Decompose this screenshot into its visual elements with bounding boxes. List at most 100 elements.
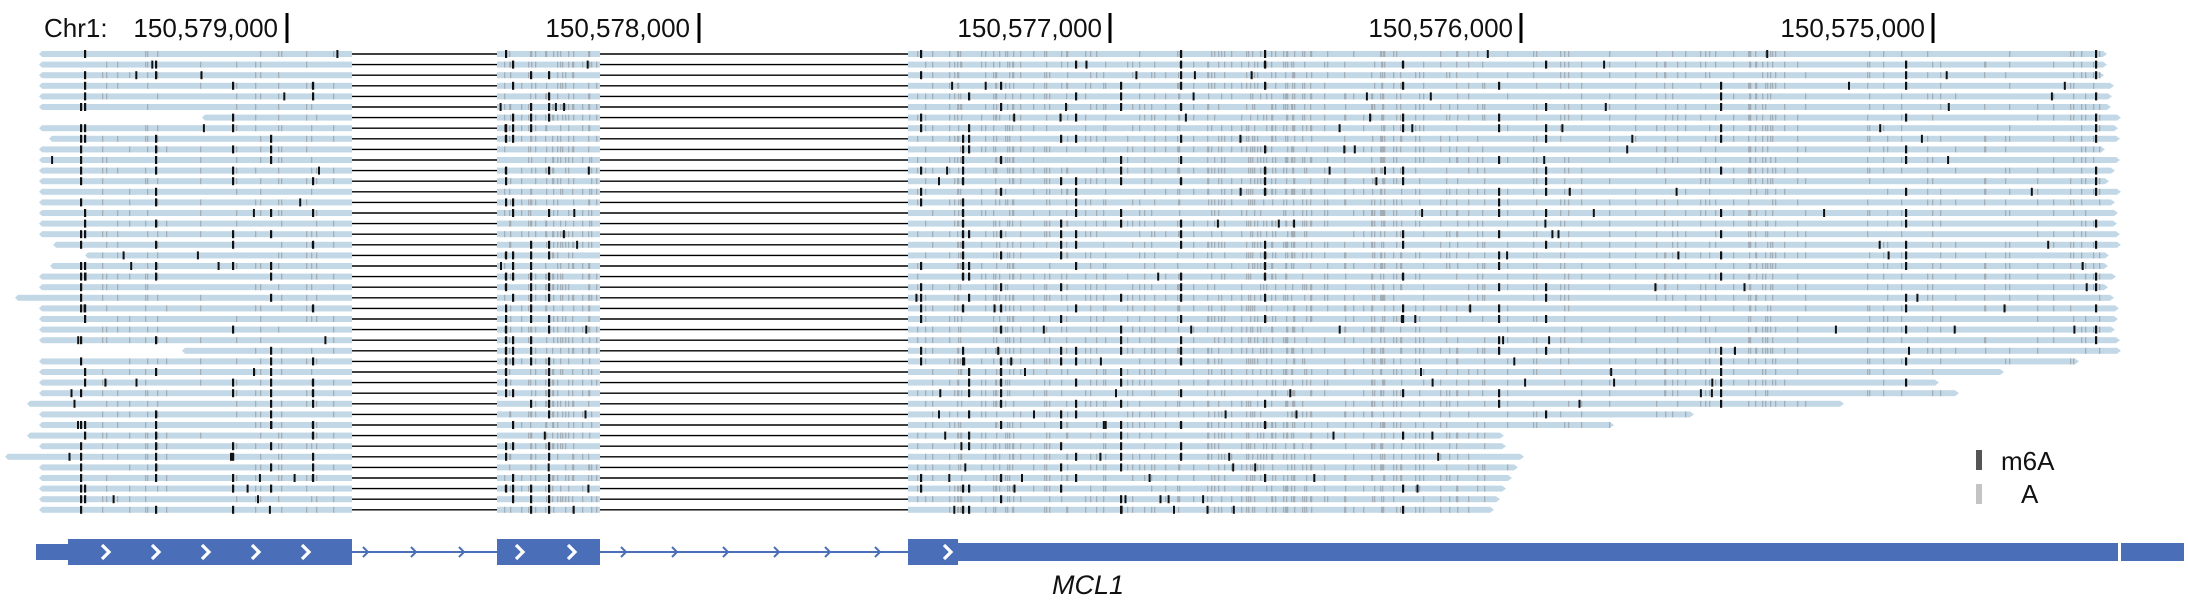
a-mark	[591, 231, 593, 238]
a-mark	[1271, 273, 1273, 280]
a-mark	[1033, 326, 1035, 333]
a-mark	[278, 51, 280, 57]
a-mark	[1283, 51, 1285, 57]
a-mark	[255, 104, 257, 110]
a-mark	[1033, 294, 1035, 301]
a-mark	[573, 199, 575, 206]
a-mark	[1154, 252, 1156, 259]
a-mark	[1772, 347, 1774, 354]
a-mark	[1302, 400, 1304, 407]
a-mark	[557, 51, 559, 57]
m6a-mark	[1075, 410, 1078, 419]
a-mark	[1672, 157, 1674, 163]
m6a-mark	[1905, 145, 1908, 154]
m6a-mark	[1180, 71, 1183, 80]
a-mark	[573, 93, 575, 100]
a-mark	[260, 157, 262, 163]
m6a-mark	[1711, 378, 1714, 387]
a-mark	[1733, 263, 1735, 269]
a-mark	[1446, 252, 1448, 259]
a-mark	[1609, 326, 1611, 333]
a-mark	[1046, 284, 1048, 291]
a-mark	[260, 358, 262, 365]
a-mark	[2073, 252, 2075, 259]
a-mark	[1132, 104, 1134, 110]
a-mark	[1193, 104, 1195, 110]
a-mark	[1287, 422, 1289, 428]
a-mark	[557, 411, 559, 418]
a-mark	[1046, 167, 1048, 174]
a-mark	[1286, 199, 1288, 206]
m6a-mark	[80, 134, 83, 143]
a-mark	[568, 125, 570, 132]
m6a-mark	[1561, 124, 1564, 133]
a-mark	[1393, 284, 1395, 291]
a-mark	[1266, 82, 1268, 89]
a-mark	[521, 326, 523, 333]
a-mark	[996, 104, 998, 110]
a-mark	[102, 326, 104, 333]
a-mark	[306, 443, 308, 450]
a-mark	[949, 199, 951, 206]
a-mark	[1067, 72, 1069, 79]
a-mark	[1020, 411, 1022, 418]
a-mark	[1207, 241, 1209, 248]
a-mark	[1482, 146, 1484, 153]
a-mark	[1286, 316, 1288, 322]
a-mark	[999, 61, 1001, 68]
a-mark	[1151, 210, 1153, 216]
a-mark	[557, 146, 559, 153]
m6a-mark	[270, 230, 273, 239]
a-mark	[1246, 51, 1248, 57]
a-mark	[2085, 326, 2087, 333]
a-mark	[1765, 369, 1767, 375]
a-mark	[1797, 220, 1799, 227]
a-mark	[2093, 135, 2095, 142]
a-mark	[1266, 188, 1268, 195]
a-mark	[521, 82, 523, 89]
a-mark	[1154, 305, 1156, 312]
a-mark	[1144, 422, 1146, 428]
a-mark	[1477, 220, 1479, 227]
a-mark	[1013, 347, 1015, 354]
a-mark	[1208, 146, 1210, 153]
a-mark	[1046, 72, 1048, 79]
m6a-mark	[2095, 60, 2098, 69]
m6a-mark	[1545, 283, 1548, 292]
a-mark	[2099, 347, 2101, 354]
a-mark	[129, 369, 131, 375]
a-mark	[509, 411, 511, 418]
a-mark	[1009, 135, 1011, 142]
tick-150578000: 150,578,000	[545, 13, 701, 43]
a-mark	[1564, 114, 1566, 121]
read-row	[39, 230, 2120, 239]
a-mark	[1564, 337, 1566, 344]
a-mark	[1067, 432, 1069, 439]
a-mark	[1306, 305, 1308, 312]
a-mark	[1507, 400, 1509, 407]
a-mark	[572, 369, 574, 375]
a-mark	[1049, 231, 1051, 238]
a-mark	[932, 443, 934, 450]
a-mark	[1733, 347, 1735, 354]
a-mark	[1127, 390, 1129, 397]
a-mark	[1132, 284, 1134, 291]
a-mark	[2053, 167, 2055, 174]
a-mark	[1869, 72, 1871, 79]
a-mark	[1775, 220, 1777, 227]
a-mark	[985, 51, 987, 57]
a-mark	[1419, 400, 1421, 407]
a-mark	[1211, 210, 1213, 216]
a-mark	[562, 432, 564, 439]
m6a-mark	[962, 209, 965, 217]
a-mark	[1252, 347, 1254, 354]
a-mark	[1294, 252, 1296, 259]
a-mark	[1749, 241, 1751, 248]
read-block	[88, 252, 352, 259]
a-mark	[1211, 316, 1213, 322]
m6a-mark	[1328, 166, 1331, 175]
a-mark	[1207, 422, 1209, 428]
a-mark	[1272, 316, 1274, 322]
a-mark	[1609, 146, 1611, 153]
read-block	[52, 135, 352, 142]
